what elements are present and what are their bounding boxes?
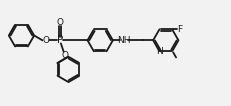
Text: O: O — [56, 18, 63, 27]
Text: NH: NH — [117, 36, 130, 45]
Text: P: P — [57, 35, 63, 45]
Text: F: F — [177, 25, 182, 34]
Text: O: O — [62, 51, 69, 60]
Text: O: O — [42, 36, 49, 45]
Text: N: N — [156, 47, 162, 56]
